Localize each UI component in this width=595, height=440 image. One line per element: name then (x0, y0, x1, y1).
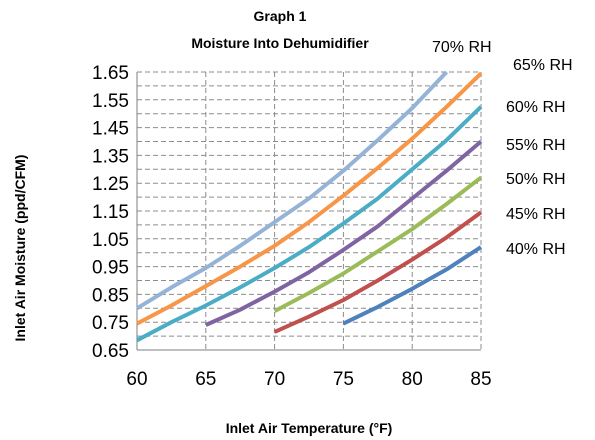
series-lines (135, 70, 483, 343)
x-tick-label: 75 (333, 369, 354, 390)
y-tick-label: 1.35 (92, 146, 129, 167)
series-label-40-rh: 40% RH (506, 241, 566, 258)
y-tick-label: 1.25 (92, 174, 129, 195)
chart-subtitle: Moisture Into Dehumidifier (191, 35, 369, 51)
series-label-65-rh: 65% RH (513, 57, 573, 74)
gridlines (137, 71, 482, 350)
y-axis-title: Inlet Air Moisture (ppd/CFM) (12, 155, 28, 342)
y-tick-label: 0.65 (92, 341, 129, 362)
series-labels: 40% RH 45% RH 50% RH 55% RH 60% RH 65% RH 70% … (432, 39, 573, 258)
y-tick-label: 1.65 (92, 63, 129, 84)
x-tick-label: 85 (470, 369, 491, 390)
series-label-55-rh: 55% RH (506, 137, 566, 154)
y-tick-label: 1.05 (92, 230, 129, 251)
y-tick-label: 1.55 (92, 91, 129, 112)
series-line-40-rh (342, 245, 483, 326)
x-tick-label: 65 (195, 369, 216, 390)
y-tick-label: 1.45 (92, 119, 129, 140)
series-label-50-rh: 50% RH (506, 171, 566, 188)
chart-title: Graph 1 (254, 8, 307, 24)
series-label-60-rh: 60% RH (506, 99, 566, 116)
series-line-70-rh (135, 70, 449, 311)
x-tick-label: 80 (402, 369, 423, 390)
series-line-45-rh (273, 210, 483, 334)
series-line-60-rh (136, 105, 483, 343)
series-label-45-rh: 45% RH (506, 206, 566, 223)
y-tick-label: 0.85 (92, 285, 129, 306)
tick-labels: 0.65 0.75 0.85 0.95 1.05 1.15 1.25 1.35 1.45 1.55… (92, 63, 492, 390)
series-line-65-rh (136, 71, 483, 326)
y-tick-label: 0.75 (92, 313, 129, 334)
y-tick-label: 0.95 (92, 258, 129, 279)
axes (136, 72, 481, 351)
x-tick-label: 70 (264, 369, 285, 390)
series-label-70-rh: 70% RH (432, 39, 492, 56)
x-tick-label: 60 (126, 369, 147, 390)
x-axis-title: Inlet Air Temperature (°F) (226, 420, 393, 436)
series-line-55-rh (204, 139, 483, 327)
y-tick-label: 1.15 (92, 202, 129, 223)
series-line-50-rh (273, 176, 483, 313)
